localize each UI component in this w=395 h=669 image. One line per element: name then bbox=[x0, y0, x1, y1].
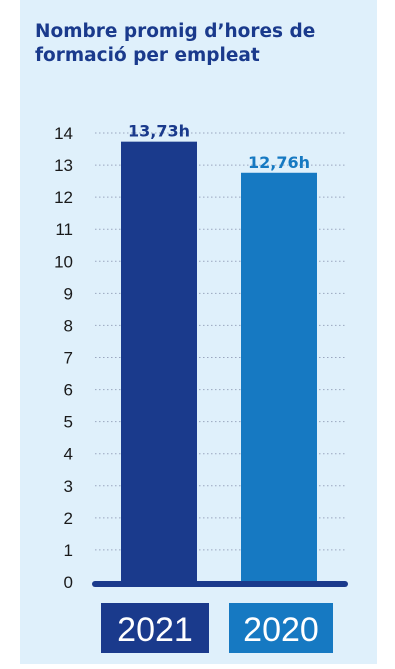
y-tick-label: 1 bbox=[64, 541, 73, 560]
y-tick-label: 4 bbox=[64, 445, 73, 464]
y-tick-label: 8 bbox=[64, 316, 73, 335]
category-label-2021: 2021 bbox=[117, 611, 193, 649]
y-tick-label: 14 bbox=[54, 124, 73, 143]
y-tick-label: 6 bbox=[64, 381, 73, 400]
category-box-2021 bbox=[101, 603, 209, 653]
y-tick-label: 0 bbox=[64, 573, 73, 592]
category-box-2020 bbox=[229, 603, 333, 653]
y-tick-label: 12 bbox=[54, 188, 73, 207]
chart-panel: Nombre promig d’hores de formació per em… bbox=[20, 0, 377, 664]
bars bbox=[121, 141, 317, 583]
y-tick-label: 13 bbox=[54, 156, 73, 175]
y-tick-label: 5 bbox=[64, 413, 73, 432]
chart-title: Nombre promig d’hores de formació per em… bbox=[35, 21, 316, 66]
y-tick-label: 3 bbox=[64, 477, 73, 496]
bar-2020 bbox=[241, 172, 317, 583]
data-label-2020: 12,76h bbox=[248, 153, 310, 172]
y-tick-label: 9 bbox=[64, 284, 73, 303]
category-label-2020: 2020 bbox=[243, 611, 319, 649]
data-label-2021: 13,73h bbox=[128, 122, 190, 141]
category-labels: 2021 2020 bbox=[101, 603, 333, 653]
y-tick-label: 2 bbox=[64, 509, 73, 528]
bar-2021 bbox=[121, 141, 197, 582]
data-labels: 13,73h 12,76h bbox=[128, 122, 310, 172]
y-tick-label: 11 bbox=[55, 220, 73, 239]
y-tick-label: 7 bbox=[64, 349, 73, 368]
y-tick-label: 10 bbox=[54, 252, 73, 271]
